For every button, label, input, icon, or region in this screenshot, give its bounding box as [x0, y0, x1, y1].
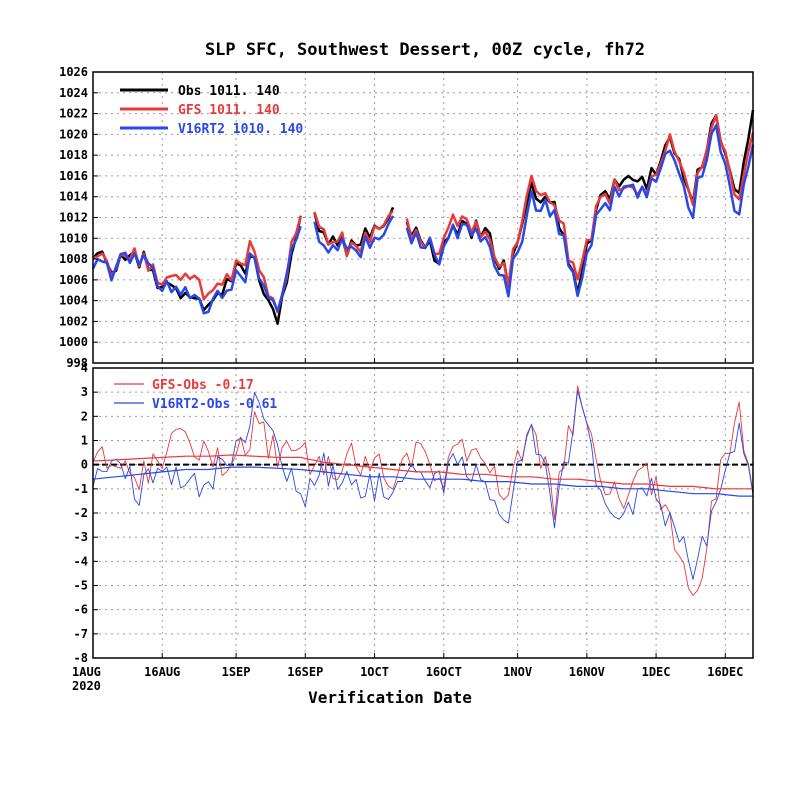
top-y-tick-label: 1026: [59, 65, 88, 79]
top-y-tick-label: 1012: [59, 211, 88, 225]
bottom-y-tick-label: 4: [81, 361, 88, 375]
bottom-legend-entry: GFS-Obs -0.17: [152, 378, 254, 393]
top-y-tick-label: 1014: [59, 190, 88, 204]
x-tick-label: 1OCT: [360, 665, 389, 679]
top-y-tick-label: 1024: [59, 86, 88, 100]
bottom-y-tick-label: 3: [81, 385, 88, 399]
bottom-series-gfs-obs-running-mean-line: [92, 454, 753, 490]
chart-title: SLP SFC, Southwest Dessert, 00Z cycle, f…: [205, 40, 645, 60]
x-tick-label: 16NOV: [569, 665, 605, 679]
legends: Obs 1011. 140 GFS 1011. 140 V16RT2 1010. 1…: [114, 84, 303, 412]
bottom-y-tick-label: -4: [74, 554, 88, 568]
bottom-y-tick-label: 2: [81, 409, 88, 423]
bottom-y-tick-label: -7: [74, 627, 88, 641]
top-panel-frame: [92, 71, 754, 364]
top-y-tick-label: 1008: [59, 252, 88, 266]
top-y-tick-label: 1006: [59, 273, 88, 287]
x-axis-year-label: 2020: [72, 679, 101, 693]
top-series-v16rt2-line: [91, 124, 755, 315]
top-y-tick-label: 1004: [59, 294, 88, 308]
top-legend-entry: Obs 1011. 140: [178, 84, 280, 99]
bottom-y-tick-label: -5: [74, 579, 88, 593]
x-tick-label: 16AUG: [144, 665, 180, 679]
bottom-legend-entry: V16RT2-Obs -0.61: [152, 397, 277, 412]
x-tick-label: 16SEP: [287, 665, 323, 679]
bottom-panel-series: [92, 385, 754, 596]
x-axis-label: Verification Date: [308, 688, 472, 707]
top-y-tick-label: 1022: [59, 107, 88, 121]
x-tick-label: 1DEC: [642, 665, 671, 679]
x-tick-label: 16OCT: [426, 665, 462, 679]
x-tick-label: 1AUG: [72, 665, 101, 679]
bottom-panel-frame: [92, 367, 754, 659]
top-y-tick-label: 998: [66, 356, 88, 370]
bottom-panel-grid: [92, 368, 753, 658]
bottom-y-tick-label: -1: [74, 482, 88, 496]
axes: 1AUG 16AUG 1SEP 16SEP 1OCT 16OCT 1NOV 16NOV 1DEC…: [59, 65, 754, 679]
bottom-y-tick-label: -3: [74, 530, 88, 544]
top-y-tick-label: 1000: [59, 335, 88, 349]
bottom-y-tick-label: -6: [74, 603, 88, 617]
top-y-tick-label: 1020: [59, 127, 88, 141]
top-y-tick-label: 1016: [59, 169, 88, 183]
top-y-tick-label: 1018: [59, 148, 88, 162]
bottom-y-tick-label: -2: [74, 506, 88, 520]
top-y-tick-label: 1010: [59, 231, 88, 245]
x-tick-label: 1SEP: [222, 665, 251, 679]
top-panel-series: [91, 109, 755, 325]
bottom-y-tick-label: -8: [74, 651, 88, 665]
top-panel-grid: [92, 72, 753, 363]
bottom-series-gfs-obs-line: [92, 385, 754, 596]
bottom-y-tick-label: 0: [81, 458, 88, 472]
top-y-tick-label: 1002: [59, 314, 88, 328]
bottom-y-tick-label: 1: [81, 434, 88, 448]
bottom-series-v16rt2-obs-running-mean-line: [92, 466, 753, 497]
x-tick-label: 16DEC: [707, 665, 743, 679]
top-legend-entry: V16RT2 1010. 140: [178, 122, 303, 137]
x-tick-label: 1NOV: [503, 665, 532, 679]
top-legend-entry: GFS 1011. 140: [178, 103, 280, 118]
